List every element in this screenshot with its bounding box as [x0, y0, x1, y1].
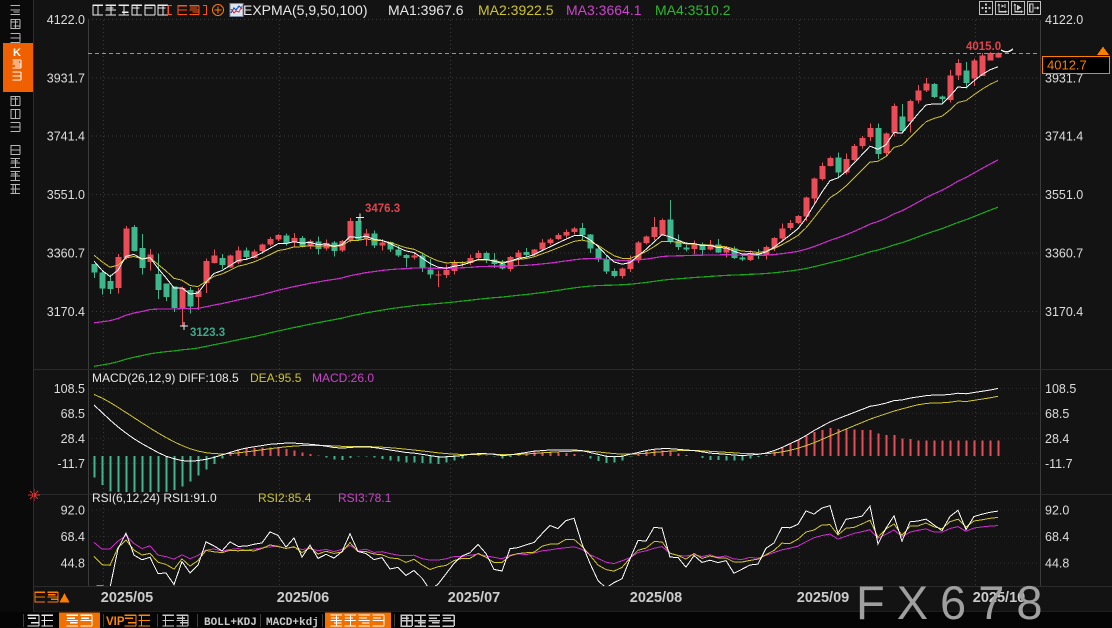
svg-text:3123.3: 3123.3 — [190, 327, 225, 339]
svg-text:108.5: 108.5 — [54, 382, 85, 396]
svg-text:2025/06: 2025/06 — [277, 590, 329, 606]
svg-text:RSI3:78.1: RSI3:78.1 — [338, 491, 392, 505]
svg-text:44.8: 44.8 — [61, 556, 85, 570]
svg-text:2025/08: 2025/08 — [630, 590, 682, 606]
svg-text:MACD+kdj: MACD+kdj — [266, 617, 319, 628]
svg-text:3931.7: 3931.7 — [1045, 71, 1083, 85]
svg-text:2025/05: 2025/05 — [101, 590, 153, 606]
svg-text:3931.7: 3931.7 — [47, 71, 85, 85]
svg-text:BOLL+KDJ: BOLL+KDJ — [204, 617, 257, 628]
svg-text:-11.7: -11.7 — [57, 457, 85, 471]
svg-text:MA4:3510.2: MA4:3510.2 — [655, 2, 731, 18]
svg-text:4012.7: 4012.7 — [1047, 58, 1087, 73]
svg-text:MA3:3664.1: MA3:3664.1 — [566, 2, 642, 18]
svg-text:3360.7: 3360.7 — [1045, 247, 1083, 261]
svg-text:3476.3: 3476.3 — [365, 203, 400, 215]
svg-text:3170.4: 3170.4 — [1045, 305, 1083, 319]
svg-text:3551.0: 3551.0 — [1045, 188, 1083, 202]
svg-text:92.0: 92.0 — [1045, 504, 1069, 518]
svg-text:RSI(6,12,24) RSI1:91.0: RSI(6,12,24) RSI1:91.0 — [92, 491, 217, 505]
svg-text:MACD(26,12,9) DIFF:108.5: MACD(26,12,9) DIFF:108.5 — [92, 371, 239, 385]
svg-text:-11.7: -11.7 — [1045, 457, 1073, 471]
svg-text:RSI2:85.4: RSI2:85.4 — [258, 491, 312, 505]
svg-text:44.8: 44.8 — [1045, 556, 1069, 570]
svg-text:FX678: FX678 — [856, 576, 1054, 628]
svg-text:68.4: 68.4 — [1045, 530, 1069, 544]
svg-text:28.4: 28.4 — [1045, 432, 1069, 446]
svg-text:4015.0: 4015.0 — [966, 41, 1001, 53]
svg-text:68.5: 68.5 — [1045, 407, 1069, 421]
svg-text:4122.0: 4122.0 — [1045, 13, 1083, 27]
svg-text:2025/07: 2025/07 — [448, 590, 500, 606]
svg-text:EXPMA(5,9,50,100): EXPMA(5,9,50,100) — [243, 2, 368, 18]
svg-text:3741.4: 3741.4 — [1045, 130, 1083, 144]
svg-text:108.5: 108.5 — [1045, 382, 1076, 396]
svg-text:MACD:26.0: MACD:26.0 — [312, 371, 374, 385]
svg-text:MA2:3922.5: MA2:3922.5 — [478, 2, 554, 18]
svg-text:K: K — [13, 47, 21, 59]
svg-text:3360.7: 3360.7 — [47, 247, 85, 261]
svg-text:2025/09: 2025/09 — [797, 590, 849, 606]
svg-text:3741.4: 3741.4 — [47, 130, 85, 144]
svg-text:28.4: 28.4 — [61, 432, 85, 446]
svg-text:VIP: VIP — [106, 616, 125, 628]
svg-text:92.0: 92.0 — [61, 504, 85, 518]
svg-text:3170.4: 3170.4 — [47, 305, 85, 319]
svg-text:MA1:3967.6: MA1:3967.6 — [388, 2, 464, 18]
svg-text:2025/10: 2025/10 — [973, 590, 1025, 606]
svg-text:68.5: 68.5 — [61, 407, 85, 421]
svg-text:68.4: 68.4 — [61, 530, 85, 544]
svg-text:4122.0: 4122.0 — [47, 13, 85, 27]
svg-text:3551.0: 3551.0 — [47, 188, 85, 202]
svg-text:DEA:95.5: DEA:95.5 — [250, 371, 302, 385]
